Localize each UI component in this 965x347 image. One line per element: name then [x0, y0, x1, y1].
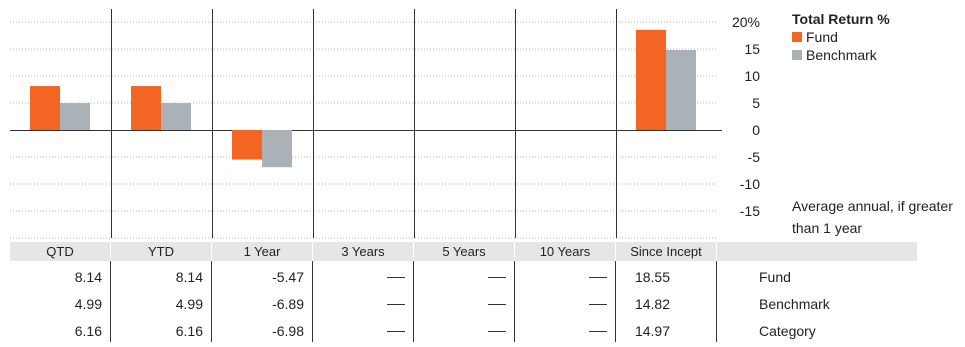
- fund-3-years: [313, 261, 414, 288]
- benchmark-ytd: 4.99: [111, 288, 212, 315]
- bar-chart: 20% 15 10 5 0 -5 -10 -15: [10, 9, 761, 239]
- row-label-fund: Fund: [759, 269, 791, 285]
- fund-ytd: 8.14: [111, 261, 212, 288]
- dash-mark: [488, 276, 506, 278]
- returns-table: QTD YTD 1 Year 3 Years 5 Years 10 Years …: [10, 242, 965, 342]
- category-ytd: 6.16: [111, 315, 212, 342]
- dash-mark: [589, 276, 607, 278]
- fund-swatch: [792, 32, 802, 42]
- dash-mark: [488, 303, 506, 305]
- bar-benchmark-ytd: [161, 103, 191, 130]
- table-row: 8.14 8.14 -5.47 18.55 Fund: [10, 261, 965, 288]
- table-row: 4.99 4.99 -6.89 14.82 Benchmark: [10, 288, 965, 315]
- benchmark-10-years: [515, 288, 616, 315]
- benchmark-3-years: [313, 288, 414, 315]
- legend-title: Total Return %: [792, 11, 890, 27]
- legend-item-fund: Fund: [792, 28, 890, 46]
- y-tick-label: 0: [752, 122, 760, 138]
- dash-mark: [387, 276, 405, 278]
- legend-label-fund: Fund: [806, 29, 838, 45]
- legend-item-benchmark: Benchmark: [792, 46, 890, 64]
- dash-mark: [589, 330, 607, 332]
- header-3-years: 3 Years: [313, 242, 414, 261]
- row-label-category: Category: [759, 323, 816, 339]
- fund-qtd: 8.14: [10, 261, 111, 288]
- fund-5-years: [414, 261, 515, 288]
- fund-1-year: -5.47: [212, 261, 313, 288]
- row-label-benchmark: Benchmark: [759, 296, 830, 312]
- table-row: 6.16 6.16 -6.98 14.97 Category: [10, 315, 965, 342]
- category-5-years: [414, 315, 515, 342]
- y-tick-label: 15: [744, 41, 760, 57]
- y-tick-label: 5: [752, 95, 760, 111]
- benchmark-1-year: -6.89: [212, 288, 313, 315]
- dash-mark: [387, 330, 405, 332]
- category-1-year: -6.98: [212, 315, 313, 342]
- legend-label-benchmark: Benchmark: [806, 47, 877, 63]
- annualized-note: Average annual, if greater than 1 year: [792, 198, 953, 236]
- category-qtd: 6.16: [10, 315, 111, 342]
- benchmark-swatch: [792, 50, 802, 60]
- y-tick-label: -5: [748, 149, 761, 165]
- table-header-row: QTD YTD 1 Year 3 Years 5 Years 10 Years …: [10, 242, 965, 261]
- header-tail: [717, 242, 917, 261]
- y-tick-label: -10: [740, 176, 760, 192]
- fund-since-incept: 18.55: [616, 261, 717, 288]
- legend: Total Return % Fund Benchmark: [792, 10, 890, 64]
- bar-fund-ytd: [131, 86, 161, 130]
- fund-10-years: [515, 261, 616, 288]
- y-tick-label: 20%: [732, 14, 760, 30]
- dash-mark: [488, 330, 506, 332]
- y-tick-label: -15: [740, 203, 760, 219]
- dash-mark: [589, 303, 607, 305]
- bar-benchmark-since-incept: [666, 49, 696, 130]
- y-tick-label: 10: [744, 68, 760, 84]
- dash-mark: [387, 303, 405, 305]
- header-since-incept: Since Incept: [616, 242, 717, 261]
- category-10-years: [515, 315, 616, 342]
- benchmark-since-incept: 14.82: [616, 288, 717, 315]
- header-ytd: YTD: [111, 242, 212, 261]
- header-10-years: 10 Years: [515, 242, 616, 261]
- bar-benchmark-1-year: [262, 130, 292, 168]
- bar-fund-qtd: [30, 86, 60, 130]
- bar-benchmark-qtd: [60, 103, 90, 130]
- category-since-incept: 14.97: [616, 315, 717, 342]
- bar-fund-1-year: [232, 130, 262, 160]
- header-1-year: 1 Year: [212, 242, 313, 261]
- category-3-years: [313, 315, 414, 342]
- benchmark-qtd: 4.99: [10, 288, 111, 315]
- header-5-years: 5 Years: [414, 242, 515, 261]
- header-qtd: QTD: [10, 242, 111, 261]
- bar-fund-since-incept: [636, 29, 666, 130]
- benchmark-5-years: [414, 288, 515, 315]
